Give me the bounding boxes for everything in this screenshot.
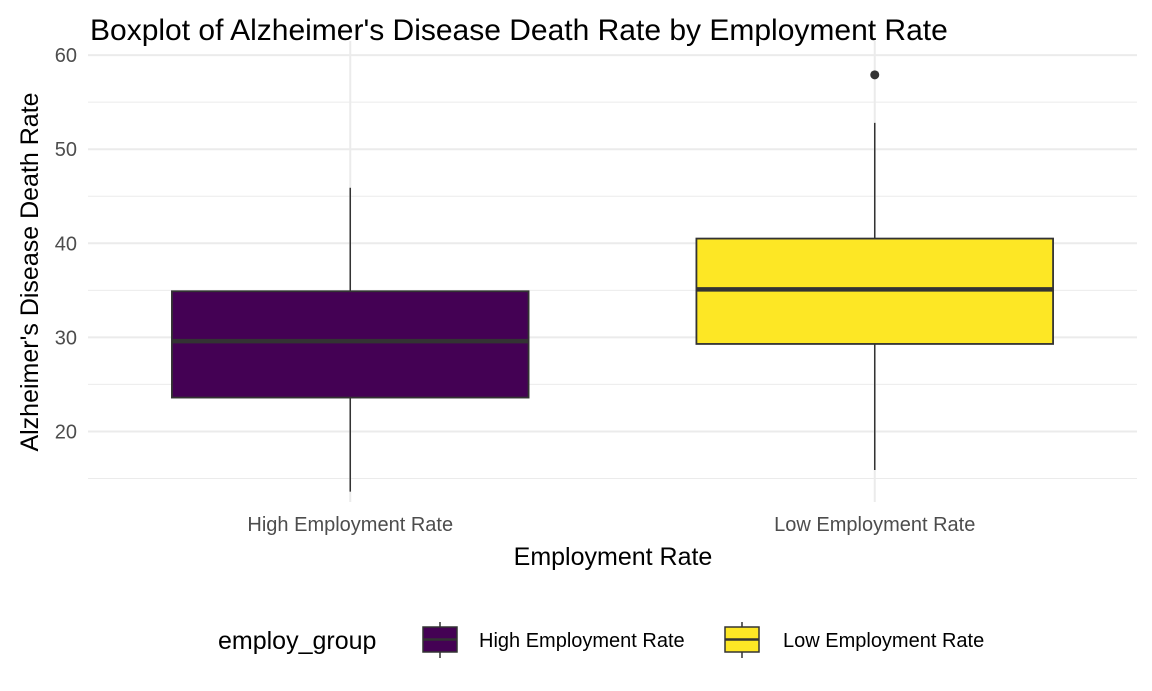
chart-title: Boxplot of Alzheimer's Disease Death Rat… (90, 14, 948, 47)
x-axis-title: Employment Rate (514, 543, 713, 571)
legend-title: employ_group (218, 627, 376, 655)
y-axis-title: Alzheimer's Disease Death Rate (16, 92, 44, 451)
legend-label: High Employment Rate (479, 630, 685, 652)
y-tick-label: 40 (55, 233, 77, 255)
plot-area: 20 30 40 50 60 High Employment Rate Low Employ… (55, 41, 1137, 536)
x-tick-label: High Employment Rate (247, 514, 453, 536)
y-tick-label: 30 (55, 327, 77, 349)
legend: employ_group High Employment Rate Low Emp… (218, 622, 984, 658)
x-tick-label: Low Employment Rate (774, 514, 975, 536)
y-tick-label: 50 (55, 139, 77, 161)
box (171, 290, 530, 399)
legend-label: Low Employment Rate (783, 630, 984, 652)
y-tick-label: 60 (55, 45, 77, 67)
outlier-point (870, 70, 880, 80)
y-tick-label: 20 (55, 421, 77, 443)
